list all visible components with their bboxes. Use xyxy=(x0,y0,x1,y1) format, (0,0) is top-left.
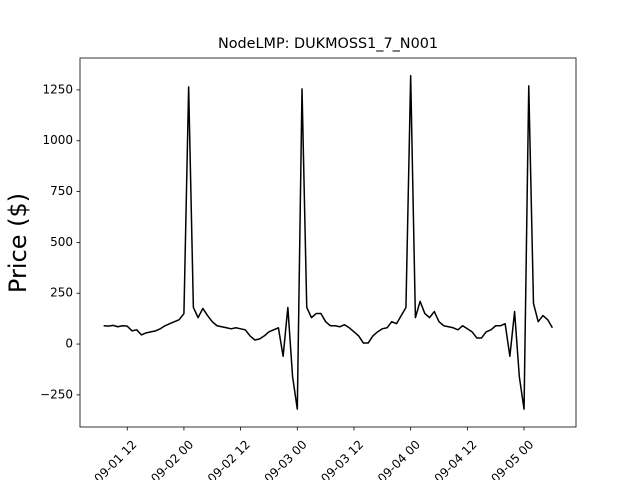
x-tick-label: 09-05 00 xyxy=(488,437,536,480)
x-tick-label: 09-04 12 xyxy=(432,437,480,480)
x-tick-label: 09-02 00 xyxy=(148,437,196,480)
y-tick-label: 0 xyxy=(65,337,73,351)
plot-frame xyxy=(79,57,577,428)
x-tick-label: 09-03 12 xyxy=(318,437,366,480)
chart-title: NodeLMP: DUKMOSS1_7_N001 xyxy=(218,36,438,52)
x-tick-label: 09-03 00 xyxy=(262,437,310,480)
y-tick-label: 250 xyxy=(50,286,73,300)
y-tick-label: −250 xyxy=(40,387,73,401)
y-tick-label: 750 xyxy=(50,184,73,198)
x-tick-label: 09-01 12 xyxy=(92,437,140,480)
price-line xyxy=(103,74,554,410)
y-tick-label: 1000 xyxy=(42,133,73,147)
y-tick-label: 500 xyxy=(50,235,73,249)
x-tick-label: 09-02 12 xyxy=(205,437,253,480)
y-axis-label: Price ($) xyxy=(4,193,32,293)
y-tick-label: 1250 xyxy=(42,82,73,96)
x-tick-label: 09-04 00 xyxy=(375,437,423,480)
